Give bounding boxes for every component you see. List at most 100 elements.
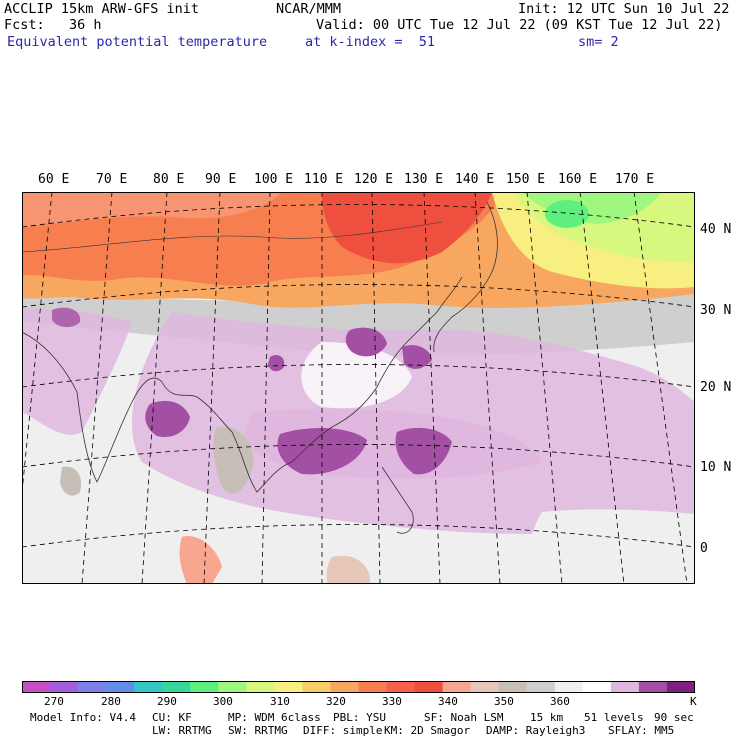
cumulus-scheme: CU: KF — [152, 711, 192, 724]
shortwave-scheme: SW: RRTMG — [228, 724, 288, 737]
dark-purple-indochina — [277, 428, 367, 475]
colorbar-swatch — [470, 681, 500, 693]
lon-label: 100 E — [254, 172, 294, 187]
field-name: Equivalent potential temperature — [7, 34, 268, 50]
level-index: at k-index = 51 — [305, 34, 436, 50]
dark-purple-philippine-sea — [395, 427, 452, 475]
colorbar-label: 290 — [157, 695, 177, 708]
colorbar-label: 280 — [101, 695, 121, 708]
lat-label: 0 — [700, 541, 708, 556]
colorbar-swatch — [50, 681, 79, 693]
white-patch — [301, 342, 412, 409]
colorbar — [22, 681, 695, 693]
pbl-scheme: PBL: YSU — [333, 711, 386, 724]
organization-label: NCAR/MMM — [276, 1, 342, 17]
light-purple-west — [22, 307, 132, 435]
dark-purple-china — [345, 327, 387, 357]
lat-label: 30 N — [700, 303, 732, 318]
longwave-scheme: LW: RRTMG — [152, 724, 212, 737]
colorbar-swatch — [414, 681, 443, 693]
colorbar-label: 340 — [438, 695, 458, 708]
colorbar-swatch — [78, 681, 107, 693]
lon-label: 140 E — [455, 172, 495, 187]
lon-label: 120 E — [354, 172, 394, 187]
white-southeast — [522, 509, 695, 584]
microphysics-scheme: MP: WDM 6class — [228, 711, 321, 724]
colorbar-swatch — [442, 681, 471, 693]
colorbar-unit: K — [690, 695, 697, 708]
lon-label: 150 E — [506, 172, 546, 187]
colorbar-swatch — [386, 681, 415, 693]
colorbar-swatch — [22, 681, 51, 693]
colorbar-label: 350 — [494, 695, 514, 708]
lon-label: 170 E — [615, 172, 655, 187]
colorbar-label: 300 — [213, 695, 233, 708]
dark-purple-east-china — [402, 345, 432, 369]
colorbar-swatch — [554, 681, 584, 693]
colorbar-label: 330 — [382, 695, 402, 708]
sumatra-warm — [179, 536, 222, 584]
vertical-levels: 51 levels — [584, 711, 644, 724]
surface-scheme: SF: Noah LSM — [424, 711, 504, 724]
green-core — [545, 200, 589, 228]
init-time: Init: 12 UTC Sun 10 Jul 22 — [518, 1, 730, 17]
lon-label: 80 E — [153, 172, 185, 187]
colorbar-swatch — [134, 681, 163, 693]
colorbar-swatch — [162, 681, 191, 693]
damping-option: DAMP: Rayleigh3 — [486, 724, 586, 737]
colorbar-frame — [22, 681, 695, 693]
colorbar-swatch — [106, 681, 135, 693]
colorbar-swatch — [666, 681, 695, 693]
lat-label: 20 N — [700, 380, 732, 395]
colorbar-label: 270 — [44, 695, 64, 708]
beige-srilanka — [60, 466, 82, 496]
smoothing-label: sm= 2 — [578, 34, 619, 50]
time-step: 90 sec — [654, 711, 694, 724]
lon-label: 60 E — [38, 172, 70, 187]
colorbar-swatch — [638, 681, 668, 693]
valid-time: Valid: 00 UTC Tue 12 Jul 22 (09 KST Tue … — [316, 17, 723, 33]
grid-spacing: 15 km — [530, 711, 564, 724]
colorbar-label: 310 — [270, 695, 290, 708]
dark-purple-small — [268, 355, 285, 372]
colorbar-swatch — [526, 681, 556, 693]
lat-label: 40 N — [700, 222, 732, 237]
equivalent-potential-temperature-map — [22, 192, 695, 584]
coastline-asia — [22, 276, 463, 493]
diffusion-option: DIFF: simple — [303, 724, 383, 737]
lon-label: 110 E — [304, 172, 344, 187]
colorbar-swatch — [218, 681, 247, 693]
surface-layer-option: SFLAY: MM5 — [608, 724, 675, 737]
lon-label: 90 E — [205, 172, 237, 187]
forecast-hour: Fcst: 36 h — [4, 17, 102, 33]
borneo-warm — [326, 555, 370, 584]
colorbar-swatch — [610, 681, 640, 693]
lat-label: 10 N — [700, 460, 732, 475]
dark-purple-west — [52, 307, 81, 328]
colorbar-label: 360 — [550, 695, 570, 708]
coastline-philippines — [381, 466, 414, 534]
graticule — [22, 192, 695, 584]
colorbar-swatch — [190, 681, 219, 693]
colorbar-swatch — [330, 681, 359, 693]
coastline-japan — [433, 201, 498, 353]
borders-north — [22, 221, 443, 253]
light-green-region — [522, 192, 662, 224]
model-version: Model Info: V4.4 — [30, 711, 136, 724]
lon-label: 160 E — [558, 172, 598, 187]
colorbar-swatch — [582, 681, 612, 693]
colorbar-swatch — [302, 681, 331, 693]
run-title: ACCLIP 15km ARW-GFS init — [4, 1, 200, 17]
km-option: KM: 2D Smagor — [384, 724, 471, 737]
lon-label: 130 E — [404, 172, 444, 187]
colorbar-swatch — [498, 681, 528, 693]
colorbar-swatch — [274, 681, 303, 693]
lon-label: 70 E — [96, 172, 128, 187]
map-frame — [22, 192, 695, 584]
beige-land — [213, 426, 254, 494]
colorbar-swatch — [246, 681, 275, 693]
colorbar-label: 320 — [326, 695, 346, 708]
dark-purple-bengal — [145, 400, 190, 438]
warm-patch — [22, 192, 282, 227]
colorbar-swatch — [358, 681, 387, 693]
